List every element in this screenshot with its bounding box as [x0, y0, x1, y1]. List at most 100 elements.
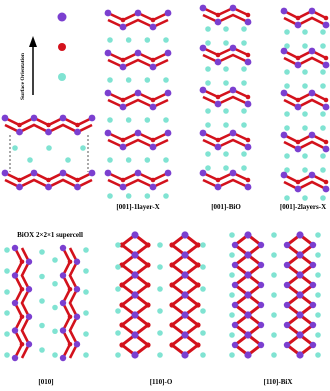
atom — [144, 193, 151, 199]
bond — [107, 18, 169, 29]
atom — [294, 185, 302, 193]
atom — [245, 12, 251, 18]
atom — [59, 327, 67, 334]
atom — [229, 292, 235, 298]
atom — [241, 165, 247, 171]
atom — [320, 125, 326, 131]
atom — [231, 261, 239, 269]
atom — [296, 231, 304, 239]
atom — [164, 89, 172, 97]
atom — [241, 108, 247, 114]
atom — [157, 264, 163, 270]
atom — [229, 4, 237, 12]
atom — [125, 157, 132, 163]
atom — [284, 69, 290, 75]
atom — [83, 310, 89, 316]
atom — [119, 183, 127, 191]
atom — [164, 49, 172, 57]
atom — [302, 83, 308, 89]
atom — [271, 292, 277, 298]
atom — [271, 252, 277, 258]
orientation-label: Surface Orientation — [20, 53, 26, 100]
bond — [202, 95, 249, 106]
atom — [296, 251, 304, 259]
atom — [295, 15, 301, 21]
atom — [144, 157, 151, 163]
atom — [295, 179, 301, 185]
atom — [257, 321, 265, 329]
atom — [296, 271, 304, 279]
atom — [295, 97, 301, 103]
bond — [202, 131, 249, 142]
atom — [223, 108, 229, 114]
atom — [215, 94, 221, 100]
atom — [107, 193, 113, 199]
atom — [131, 291, 139, 299]
atom — [322, 145, 330, 153]
atom — [280, 171, 288, 179]
atom — [320, 153, 326, 159]
atom — [67, 341, 73, 347]
atom — [115, 264, 121, 270]
bond — [107, 58, 169, 69]
atom — [149, 183, 157, 191]
atom — [200, 352, 206, 358]
bond — [283, 98, 327, 109]
atom — [241, 66, 247, 72]
atom — [157, 242, 163, 248]
atom — [229, 272, 235, 278]
atom — [223, 26, 229, 32]
atom — [75, 122, 80, 128]
atom — [115, 242, 121, 248]
atom — [244, 231, 252, 239]
atom — [284, 195, 290, 201]
atom — [308, 47, 316, 55]
atom — [4, 310, 10, 316]
atom — [320, 29, 326, 35]
atom — [320, 167, 326, 173]
atom — [163, 117, 169, 123]
atom — [181, 251, 189, 259]
atom — [19, 259, 25, 265]
bond — [202, 178, 249, 189]
atom — [134, 129, 142, 137]
atom — [315, 352, 321, 358]
bond — [202, 46, 249, 57]
atom — [150, 97, 156, 103]
atom — [145, 282, 151, 288]
atom — [280, 89, 288, 97]
atom — [88, 114, 96, 122]
atom — [157, 352, 163, 358]
atom — [67, 314, 73, 320]
atom — [145, 302, 151, 308]
atom — [296, 331, 304, 339]
atom — [244, 143, 252, 151]
atom — [17, 177, 22, 183]
bond — [283, 56, 327, 67]
atom — [241, 151, 247, 157]
atom — [229, 169, 237, 177]
atom — [308, 89, 316, 97]
atom — [231, 341, 239, 349]
atom — [257, 261, 265, 269]
atom — [244, 351, 252, 359]
atom — [11, 299, 19, 307]
atom — [104, 129, 112, 137]
atom — [271, 272, 277, 278]
atom — [223, 40, 229, 46]
atom — [120, 177, 126, 183]
atom — [223, 165, 229, 171]
atom — [322, 185, 330, 193]
atom — [229, 232, 235, 238]
atom — [229, 129, 237, 137]
atom — [169, 322, 175, 328]
bond — [202, 138, 249, 149]
atom — [125, 37, 132, 43]
atom — [157, 308, 163, 314]
atom — [59, 169, 67, 177]
atom — [115, 352, 121, 358]
atom — [73, 258, 81, 265]
atom — [195, 262, 201, 268]
atom — [244, 58, 252, 66]
atom — [215, 52, 221, 58]
